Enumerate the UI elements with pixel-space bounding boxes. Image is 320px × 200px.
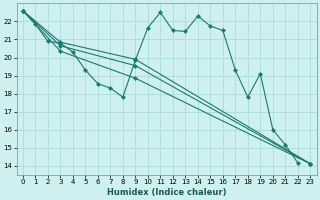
X-axis label: Humidex (Indice chaleur): Humidex (Indice chaleur) xyxy=(107,188,226,197)
